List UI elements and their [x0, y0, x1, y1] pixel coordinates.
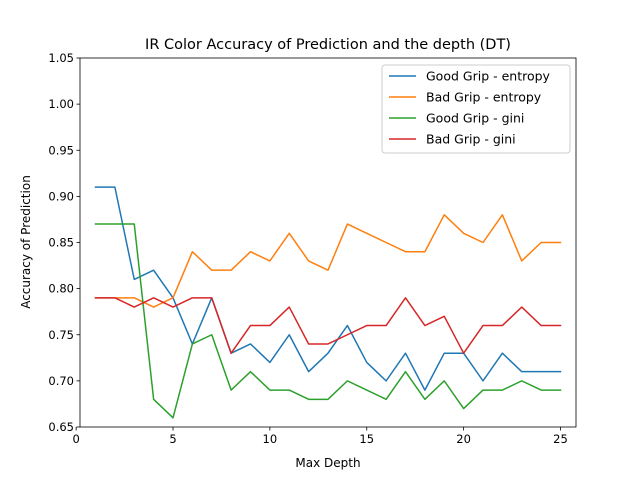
- x-tick-label: 25: [553, 432, 568, 446]
- y-tick-label: 0.90: [48, 189, 74, 203]
- x-tick-label: 0: [72, 432, 79, 446]
- legend-label-3: Good Grip - gini: [426, 111, 524, 126]
- y-tick-label: 0.75: [48, 328, 74, 342]
- y-tick-label: 1.00: [48, 97, 74, 111]
- y-tick-label: 0.95: [48, 143, 74, 157]
- y-tick-label: 0.70: [48, 374, 74, 388]
- series-line-4: [94, 297, 562, 354]
- y-axis-label: Accuracy of Prediction: [19, 175, 33, 309]
- legend: Good Grip - entropy Bad Grip - entropy Goo…: [381, 64, 571, 154]
- series-line-2: [94, 214, 562, 308]
- x-tick-label: 5: [169, 432, 176, 446]
- axes: 0 5 10 15 20 25 0.65 0.70 0.75 0.80 0.85 0.90 0.95 1.…: [48, 51, 577, 446]
- series-line-1: [94, 186, 562, 391]
- legend-label-1: Good Grip - entropy: [426, 69, 551, 84]
- legend-label-4: Bad Grip - gini: [426, 132, 516, 147]
- x-tick-label: 20: [456, 432, 471, 446]
- legend-box: [381, 64, 571, 154]
- y-tick-label: 1.05: [48, 51, 74, 65]
- legend-label-2: Bad Grip - entropy: [426, 90, 542, 105]
- y-tick-label: 0.80: [48, 282, 74, 296]
- series-layer: [94, 186, 562, 419]
- y-tick-label: 0.65: [48, 420, 74, 434]
- y-tick-label: 0.85: [48, 236, 74, 250]
- x-tick-label: 10: [263, 432, 278, 446]
- chart-title: IR Color Accuracy of Prediction and the …: [145, 37, 511, 53]
- series-line-3: [94, 223, 562, 419]
- x-axis-label: Max Depth: [295, 456, 360, 470]
- x-tick-label: 15: [359, 432, 374, 446]
